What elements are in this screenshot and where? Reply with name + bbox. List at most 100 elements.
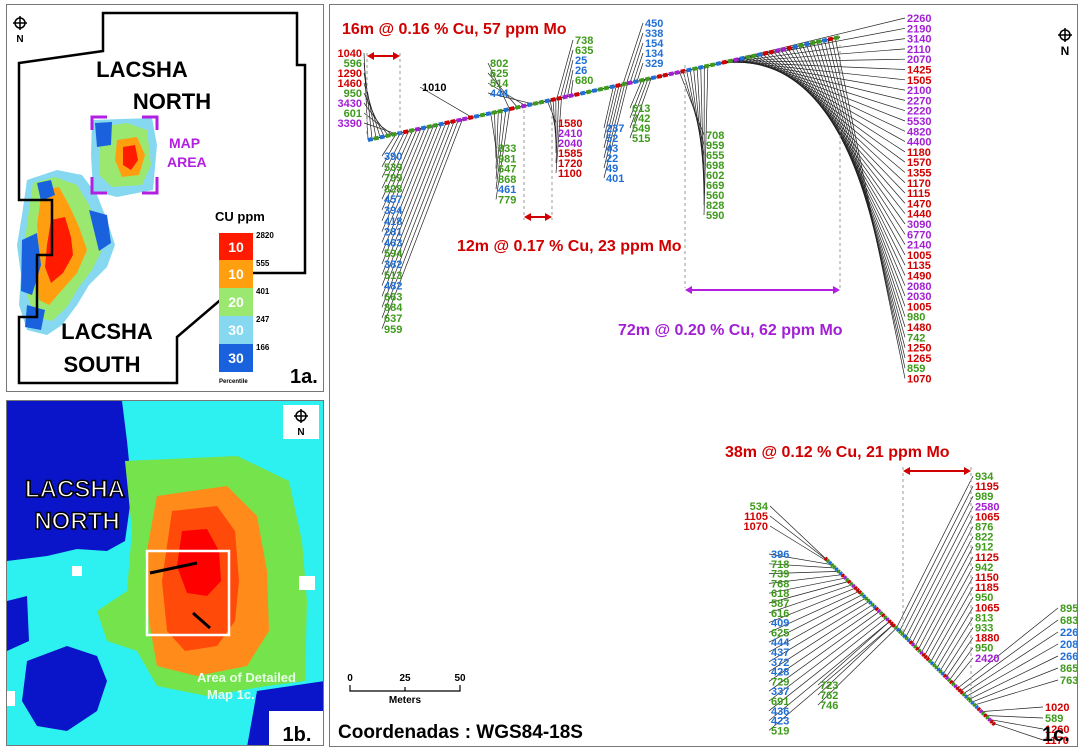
leader-line: [636, 62, 644, 82]
assay-value-label: 1040: [338, 48, 362, 60]
hole2-sample: [963, 694, 969, 699]
leader-line: [985, 715, 1044, 719]
hole1-sample: [762, 50, 769, 56]
hole1-sample: [810, 40, 816, 46]
leader-line: [942, 627, 974, 675]
hole2-sample: [914, 646, 920, 651]
leader-line: [487, 72, 518, 108]
hole2-sample: [838, 571, 843, 576]
assay-value-label: 338: [645, 28, 663, 40]
assay-value-label: 2030: [907, 291, 931, 303]
hole1-sample: [815, 39, 822, 45]
assay-value-label: 396: [771, 549, 789, 561]
assay-value-label: 742: [632, 113, 650, 125]
assay-value-label: 680: [575, 75, 593, 87]
intercept-label-4: 38m @ 0.12 % Cu, 21 ppm Mo: [725, 444, 950, 461]
legend-break-4: 247: [256, 315, 270, 324]
hole1-sample: [491, 109, 498, 115]
assay-value-label: 763: [1060, 675, 1078, 687]
drillhole-section-canvas: 1040596129014609503430601339039053979982…: [338, 13, 1078, 747]
label-lacsha-north-2: NORTH: [133, 89, 211, 114]
hole2-sample: [980, 711, 986, 716]
hole1-sample: [733, 57, 739, 63]
assay-value-label: 729: [771, 676, 789, 688]
hole2-sample: [917, 648, 922, 653]
leader-line: [381, 128, 422, 221]
assay-value-label: 534: [750, 501, 769, 513]
assay-value-label: 933: [975, 623, 993, 635]
assay-value-label: 698: [706, 160, 724, 172]
hole1-sample: [585, 89, 592, 95]
hole1-sample: [438, 121, 444, 127]
leader-line: [960, 619, 1059, 692]
hole1-sample: [574, 91, 580, 97]
assay-value-label: 742: [907, 332, 925, 344]
leader-line: [381, 133, 397, 157]
label-map-area-1: MAP: [169, 135, 200, 151]
assay-value-label: 4820: [907, 126, 931, 138]
assay-value-label: 226: [1060, 627, 1078, 639]
legend-swatch-1: [219, 233, 253, 260]
hole1-sample: [656, 73, 663, 79]
assay-value-label: 683: [1060, 615, 1078, 627]
leader-line: [768, 591, 860, 633]
hole2-sample: [870, 602, 875, 608]
hole1-sample: [798, 43, 804, 48]
anomaly-red: [177, 529, 221, 596]
assay-value-label: 828: [384, 183, 402, 195]
hole1-sample: [768, 49, 775, 55]
assay-value-label: 762: [820, 690, 838, 702]
hole1-sample: [532, 100, 539, 106]
hole2-sample: [878, 610, 884, 616]
assay-value-label: 382: [384, 259, 402, 271]
assay-value-label: 1425: [907, 65, 931, 77]
assay-value-label: 3140: [907, 34, 931, 46]
leader-line: [633, 52, 644, 83]
leader-line: [563, 59, 574, 98]
assay-value-label: 669: [706, 180, 724, 192]
leader-line: [629, 80, 643, 109]
hole2-sample: [970, 700, 975, 706]
leader-line: [629, 78, 652, 139]
leader-line: [769, 505, 826, 559]
hole2-sample: [987, 717, 992, 722]
assay-value-label: 1170: [1045, 735, 1069, 747]
assay-value-label: 1355: [907, 168, 931, 180]
hole2-sample: [929, 660, 935, 666]
leader-line: [989, 719, 1044, 730]
assay-value-label: 989: [975, 491, 993, 503]
panel-tag-1b: 1b.: [283, 724, 312, 746]
hole2-sample: [948, 679, 954, 685]
coordinate-system: Coordenadas : WGS84-18S: [338, 722, 583, 743]
leader-line: [556, 39, 574, 99]
leader-line: [768, 574, 843, 584]
leader-line: [495, 111, 499, 169]
assay-value-label: 589: [1045, 713, 1063, 725]
assay-value-label: 549: [632, 123, 650, 135]
assay-value-label: 1105: [744, 511, 768, 523]
assay-value-label: 154: [645, 38, 664, 50]
hole1-sample: [739, 55, 745, 61]
leader-line: [945, 637, 974, 678]
hole1-sample: [692, 66, 698, 72]
leader-line: [715, 38, 906, 65]
assay-value-label: 739: [771, 569, 789, 581]
leader-line: [700, 67, 705, 196]
hole2-sample: [959, 690, 965, 695]
assay-value-label: 1250: [907, 343, 931, 355]
leader-line: [957, 607, 1059, 689]
assay-value-label: 884: [384, 302, 403, 314]
leader-line: [381, 130, 414, 200]
leader-line: [718, 48, 906, 64]
assay-value-label: 691: [771, 696, 789, 708]
leader-line: [754, 55, 906, 153]
hole1-sample: [804, 41, 810, 47]
leader-line: [629, 78, 649, 129]
assay-value-label: 813: [975, 612, 993, 624]
hole2-sample: [982, 713, 988, 718]
panel-tag-1c: 1c.: [1042, 724, 1070, 746]
label-lacsha-north-1b-2: NORTH: [34, 508, 119, 535]
hole2-sample: [829, 562, 835, 568]
leader-line: [751, 55, 906, 142]
assay-value-label: 895: [1060, 603, 1078, 615]
